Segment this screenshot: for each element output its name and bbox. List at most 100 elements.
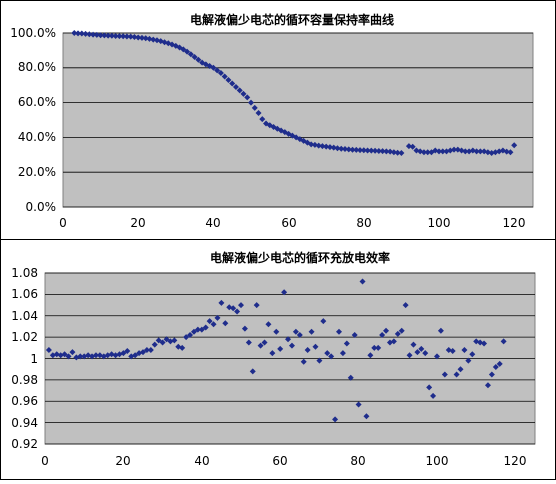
data-point xyxy=(93,31,100,38)
y-tick-label: 0.0% xyxy=(26,200,57,214)
data-point xyxy=(345,146,352,153)
data-point xyxy=(379,148,386,155)
data-point xyxy=(326,144,333,151)
data-point xyxy=(232,83,239,90)
data-point xyxy=(359,278,366,285)
data-point xyxy=(69,349,76,356)
data-point xyxy=(210,64,217,71)
data-point xyxy=(277,345,284,352)
data-point xyxy=(269,350,276,357)
data-point xyxy=(142,35,149,42)
data-point xyxy=(183,334,190,341)
data-point xyxy=(245,339,252,346)
data-point xyxy=(75,30,82,37)
data-point xyxy=(108,32,115,39)
data-points xyxy=(45,278,507,423)
data-point xyxy=(101,32,108,39)
data-point xyxy=(437,327,444,334)
data-point xyxy=(248,99,254,106)
x-tick-label: 60 xyxy=(272,454,287,468)
data-point xyxy=(451,146,458,153)
data-point xyxy=(457,366,464,373)
data-point xyxy=(300,358,307,365)
x-tick-label: 60 xyxy=(281,216,296,230)
data-point xyxy=(323,143,330,150)
data-point xyxy=(270,123,277,130)
data-point xyxy=(426,384,433,391)
data-point xyxy=(255,110,262,117)
data-point xyxy=(120,350,127,357)
data-point xyxy=(236,87,243,94)
data-point xyxy=(191,54,198,61)
data-point xyxy=(409,143,416,150)
data-point xyxy=(379,331,386,338)
data-point xyxy=(383,148,390,155)
data-point xyxy=(214,67,221,74)
data-points xyxy=(71,30,518,157)
y-tick-label: 0.92 xyxy=(11,437,38,451)
x-tick-label: 40 xyxy=(194,454,209,468)
data-point xyxy=(163,336,170,343)
data-point xyxy=(159,339,166,346)
data-point xyxy=(390,338,397,345)
y-tick-label: 0.96 xyxy=(11,394,38,408)
data-point xyxy=(441,371,448,378)
data-point xyxy=(184,48,191,55)
y-tick-label: 100.0% xyxy=(10,26,56,40)
data-point xyxy=(127,33,134,40)
data-point xyxy=(138,34,145,41)
data-point xyxy=(288,342,295,349)
data-point xyxy=(206,318,213,325)
data-point xyxy=(86,31,93,38)
data-point xyxy=(147,346,154,353)
data-point xyxy=(398,327,405,334)
data-point xyxy=(308,141,315,148)
data-point xyxy=(473,148,480,155)
data-point xyxy=(234,308,241,315)
data-point xyxy=(124,348,131,355)
data-point xyxy=(312,343,319,350)
data-point xyxy=(135,34,142,41)
x-tick-label: 100 xyxy=(428,216,451,230)
data-point xyxy=(434,353,440,360)
data-point xyxy=(357,147,364,154)
data-point xyxy=(453,371,460,378)
chart-panel-capacity: 电解液偏少电芯的循环容量保持率曲线 0.0% 20.0% 40.0% 60.0%… xyxy=(10,12,534,230)
data-point xyxy=(171,337,178,344)
data-point xyxy=(368,147,375,154)
x-tick-labels: 0 20 40 60 80 100 120 xyxy=(59,216,525,230)
data-point xyxy=(253,302,260,309)
data-point xyxy=(343,340,350,347)
data-point xyxy=(123,33,130,40)
data-point xyxy=(61,351,68,358)
data-point xyxy=(330,144,337,151)
data-point xyxy=(82,30,89,37)
data-point xyxy=(449,348,456,355)
x-tick-labels: 0 20 40 60 80 100 120 xyxy=(41,454,526,468)
x-tick-label: 20 xyxy=(115,454,130,468)
data-point xyxy=(351,331,358,338)
y-tick-label: 0.94 xyxy=(11,416,38,430)
data-point xyxy=(77,353,84,360)
data-point xyxy=(334,145,341,152)
data-point xyxy=(424,149,431,156)
data-point xyxy=(230,305,237,312)
data-point xyxy=(394,330,401,337)
gridlines xyxy=(63,32,533,208)
data-point xyxy=(375,147,382,154)
data-point xyxy=(308,328,315,335)
data-point xyxy=(257,342,264,349)
data-point xyxy=(336,328,342,335)
x-tick-label: 80 xyxy=(356,216,371,230)
y-tick-label: 1.08 xyxy=(11,266,38,280)
data-point xyxy=(244,94,251,101)
y-tick-label: 1 xyxy=(30,352,38,366)
data-point xyxy=(338,145,345,152)
data-point xyxy=(217,70,224,77)
data-point xyxy=(316,357,323,364)
data-point xyxy=(402,302,409,309)
data-point xyxy=(507,149,514,156)
data-point xyxy=(292,328,299,335)
